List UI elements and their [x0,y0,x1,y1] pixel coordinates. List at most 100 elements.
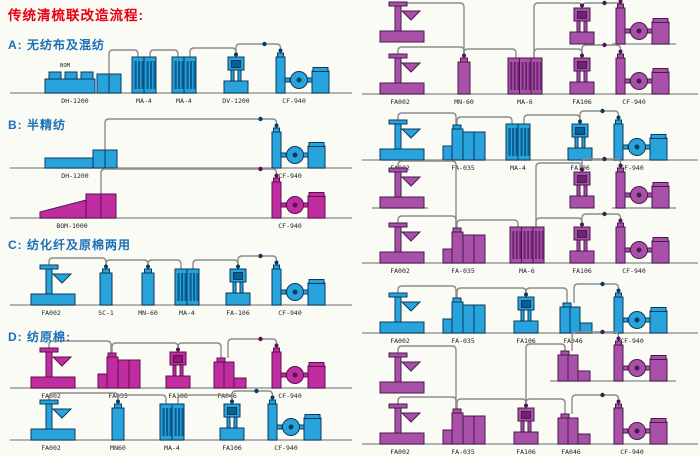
section-label-b: B: 半精纺 [8,118,66,132]
pipe [108,49,139,74]
machine-cf-940 [271,123,326,169]
pipe [456,398,527,409]
machine-fa-035 [442,408,486,445]
machine-label: FA106 [516,448,536,456]
pipe [189,47,237,57]
pipe [397,160,457,228]
machine-label: MA-4 [510,164,526,172]
pipe [177,342,222,358]
machine-label: FA002 [41,444,61,452]
machine-label: FA-035 [451,267,475,275]
machine-label: MN60 [110,444,126,452]
machine-fa106 [569,53,595,95]
pipe [231,390,274,402]
machine-fa002 [379,119,425,161]
machine-label: FA002 [41,309,61,317]
flow-row-D-rawcotton-1: FA002 FA035 FA106 FA046 CF-940 [10,336,352,400]
pipe [237,255,278,267]
pipe [397,112,457,125]
pipe [523,114,581,124]
pipe [147,259,182,269]
flow-row-C-chemfiber-cotton: FA002 SC-1 MN-60 MA-4 FA-106 CF-940 [10,253,352,317]
machine-label: MN-60 [454,98,474,106]
pipe [456,219,519,228]
machine-fa-035 [442,297,486,334]
machine-label: FA002 [390,98,410,106]
machine-label: FA106 [572,98,592,106]
machine-dh-1200 [44,149,118,169]
machine-ma-4 [174,268,200,306]
machine-label: FA-035 [451,164,475,172]
machine-label: FA106 [570,164,590,172]
pipe [192,259,239,269]
pipe [397,285,457,298]
machine-fa035 [97,352,141,389]
machine-label: FA046 [217,392,237,400]
section-label-c: C: 纺化纤及原棉两用 [8,238,131,252]
machine-dv-1200 [223,52,249,94]
flow-row-D-rawcotton-2: FA002 MN60 MA-4 FA106 CF-940 [10,388,352,452]
machine-label: MA-6 [519,267,535,275]
pipe [581,158,622,170]
machine-fa002 [379,292,425,334]
pipe [581,2,622,8]
machine-fa046 [559,302,593,334]
pipe [525,343,566,406]
pipe [105,259,149,267]
machine-label: SC-1 [98,309,114,317]
machine-label: CF-940 [278,392,302,400]
machine-cf-940 [613,288,668,334]
pipe [227,338,278,358]
machine-label: CF-940 [620,164,644,172]
pipe [579,110,620,122]
machine-cf-940 [267,395,322,441]
machine-cf [613,336,668,382]
machine-label: MA-4 [164,444,180,452]
machine-fa002 [379,222,425,264]
machine-label: DH-1200 [61,97,88,105]
machine-label: FA002 [390,267,410,275]
machine-label: FA106 [222,444,242,452]
machine-fa002 [379,403,425,445]
flow-row-R5: FA002 FA-035 FA106 FA046 CF-940 [362,329,698,456]
pipe [111,342,179,353]
machine-ma-4 [505,123,531,161]
machine-boxhead [569,167,595,209]
machine-mn-60 [141,264,155,306]
machine-label: DV-1200 [222,97,249,105]
machine-dh-1200 [44,71,122,94]
pipe [100,168,278,194]
machine-label: CF-940 [620,448,644,456]
machine-fa-106 [225,264,251,306]
machine-label: FA046 [561,448,581,456]
pipe [104,118,278,150]
machine-boxpair [557,350,591,382]
machine-fa002 [30,264,76,306]
pipe [397,345,457,409]
pipe [456,287,527,298]
flow-row-R4: FA002 FA-035 FA106 FA046 CF-940 [362,281,698,345]
pipe [573,283,620,303]
machine-fa-035 [442,227,486,264]
machine-label: CF-940 [278,309,302,317]
section-label-a: A: 无纺布及混纺 [8,38,105,52]
pipe [571,331,620,351]
machine-label: FA-035 [451,337,475,345]
machine-label: MA-4 [179,309,195,317]
pipe [456,116,513,125]
machine-cf-940 [275,48,330,94]
machine-fa-035 [442,124,486,161]
machine-label: CF-940 [274,444,298,452]
pipe [48,340,112,353]
machine-label: FA-106 [226,309,250,317]
machine-cf-940 [613,399,668,445]
machine-label: CF-940 [278,172,302,180]
machine-top-label: BOM [60,63,71,69]
machine-label: DH-1200 [61,172,88,180]
machine-fa106 [513,292,539,334]
machine-label: MN-60 [138,309,158,317]
machine-ma-6 [507,57,543,95]
machine-label: CF-940 [620,337,644,345]
machine-fa002 [30,399,76,441]
